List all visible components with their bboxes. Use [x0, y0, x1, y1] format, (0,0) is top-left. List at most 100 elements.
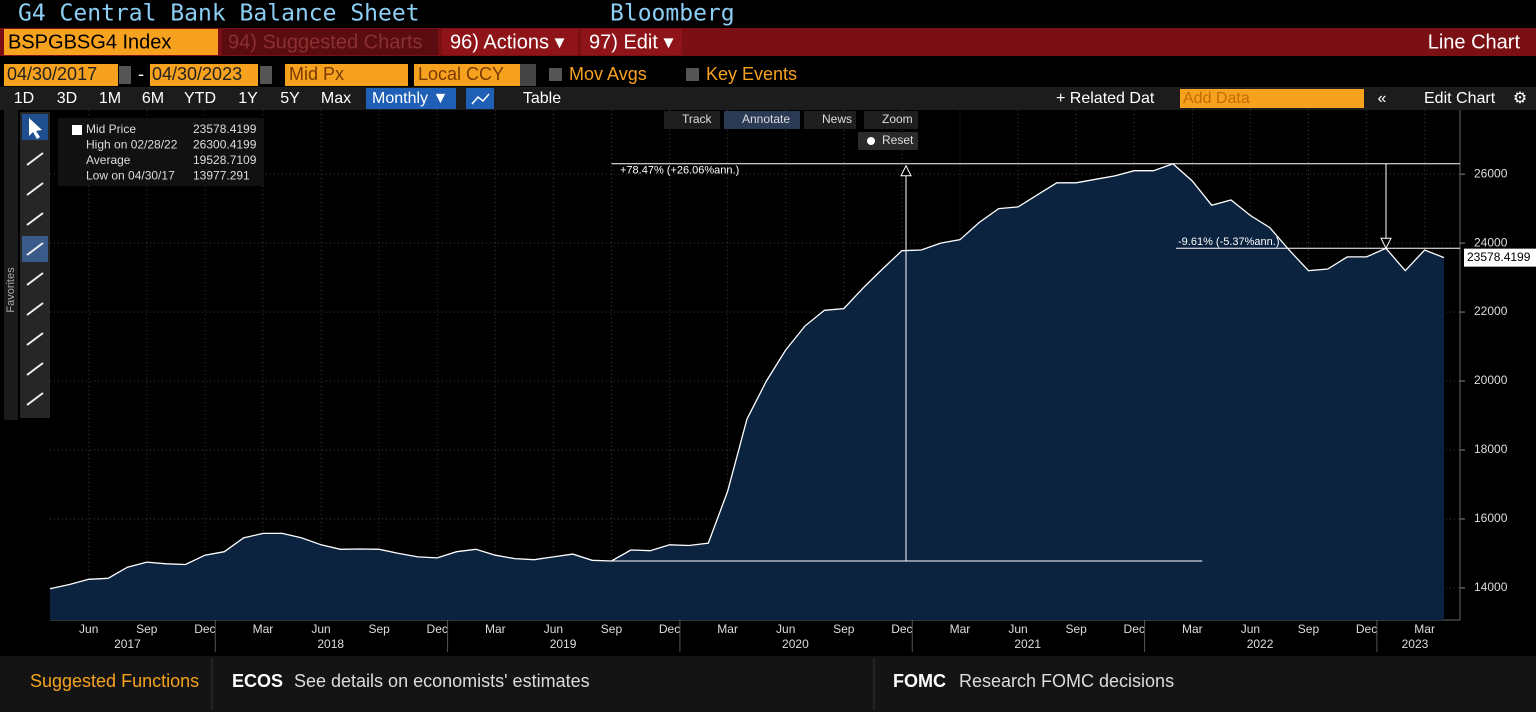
tool-glyph: [26, 212, 44, 226]
annotation-label: +78.47% (+26.06%ann.): [620, 165, 739, 177]
legend-value: 19528.7109: [193, 153, 257, 167]
y-tick-label: 22000: [1474, 304, 1508, 318]
add-data-box[interactable]: [1180, 89, 1364, 108]
period-button[interactable]: 3D: [57, 90, 77, 107]
frequency-box[interactable]: [366, 88, 456, 109]
function-code[interactable]: FOMC: [893, 671, 946, 691]
chart-tool-label[interactable]: Zoom: [882, 112, 913, 126]
settings[interactable]: ⚙: [1513, 90, 1527, 107]
tool-glyph: [26, 152, 44, 166]
tool-glyph: [26, 392, 44, 406]
last-price: 23578.4199: [1467, 250, 1531, 264]
end-date[interactable]: 04/30/2023: [152, 64, 242, 84]
checkbox[interactable]: [549, 68, 562, 81]
actions[interactable]: 96) Actions ▾: [450, 31, 565, 53]
period-button[interactable]: 1Y: [238, 90, 258, 107]
last-price-box: [1464, 248, 1536, 267]
year-label: 2021: [1014, 637, 1041, 651]
x-tick-label: Sep: [833, 622, 855, 636]
x-tick-label: Sep: [368, 622, 390, 636]
mov-avgs[interactable]: Mov Avgs: [569, 64, 647, 84]
period-button[interactable]: 5Y: [280, 90, 300, 107]
period-button[interactable]: Max: [321, 90, 351, 107]
calendar-icon[interactable]: [119, 66, 131, 84]
period-button[interactable]: 1D: [14, 90, 34, 107]
x-tick-label: Jun: [1008, 622, 1027, 636]
ticker-box[interactable]: [4, 29, 218, 55]
tool-glyph: [26, 182, 44, 196]
edit[interactable]: 97) Edit ▾: [589, 31, 674, 53]
reset-button[interactable]: [858, 132, 918, 150]
suggested-charts[interactable]: 94) Suggested Charts: [228, 31, 423, 53]
x-tick-label: Sep: [1065, 622, 1087, 636]
suggested-box[interactable]: [222, 29, 438, 55]
start-date[interactable]: 04/30/2017: [7, 64, 97, 84]
frequency[interactable]: Monthly ▼: [372, 90, 448, 107]
related-data[interactable]: + Related Dat: [1056, 90, 1155, 107]
favorites-strip[interactable]: [4, 110, 18, 420]
suggested-functions: Suggested Functions: [30, 671, 199, 691]
chart-tool[interactable]: [664, 111, 720, 129]
currency-box[interactable]: [414, 64, 520, 86]
legend-box: [58, 118, 264, 186]
period-button[interactable]: 6M: [142, 90, 164, 107]
y-tick-label: 16000: [1474, 511, 1508, 525]
price-box[interactable]: [285, 64, 408, 86]
year-label: 2017: [114, 637, 141, 651]
y-tick-label: 24000: [1474, 235, 1508, 249]
legend-label: Average: [86, 153, 131, 167]
reset-label[interactable]: Reset: [882, 133, 914, 147]
period-button[interactable]: 1M: [99, 90, 121, 107]
chart-tool[interactable]: [804, 111, 856, 129]
year-label: 2022: [1247, 637, 1274, 651]
year-label: 2018: [317, 637, 344, 651]
checkbox[interactable]: [686, 68, 699, 81]
table-button[interactable]: Table: [523, 90, 561, 107]
x-tick-label: Mar: [1182, 622, 1203, 636]
chart-tool-label[interactable]: News: [822, 112, 852, 126]
x-tick-label: Dec: [891, 622, 912, 636]
date-separator: -: [138, 64, 144, 84]
year-label: 2020: [782, 637, 809, 651]
function-text[interactable]: Research FOMC decisions: [959, 671, 1174, 691]
key-events[interactable]: Key Events: [706, 64, 797, 84]
collapse-button[interactable]: «: [1378, 90, 1387, 107]
favorites-label[interactable]: Favorites: [5, 267, 17, 313]
legend-swatch: [72, 125, 82, 135]
chart-icon: [471, 93, 490, 105]
pointer-icon: [29, 118, 42, 139]
end-date-box[interactable]: [150, 64, 258, 86]
year-label: 2023: [1402, 637, 1429, 651]
chart-tool[interactable]: [864, 111, 918, 129]
edit-chart[interactable]: Edit Chart: [1424, 90, 1496, 107]
y-tick-label: 18000: [1474, 442, 1508, 456]
add-data[interactable]: Add Data: [1183, 90, 1250, 107]
chart-tool-label[interactable]: Track: [682, 112, 713, 126]
x-tick-label: Mar: [1414, 622, 1435, 636]
y-tick-label: 14000: [1474, 580, 1508, 594]
arrow-head: [1380, 237, 1392, 250]
y-tick-label: 20000: [1474, 373, 1508, 387]
function-text[interactable]: See details on economists' estimates: [294, 671, 590, 691]
actions-box[interactable]: [442, 29, 578, 55]
price-field[interactable]: Mid Px: [289, 64, 344, 84]
x-tick-label: Sep: [1298, 622, 1320, 636]
legend-label: High on 02/28/22: [86, 138, 178, 152]
function-code[interactable]: ECOS: [232, 671, 283, 691]
source: Bloomberg: [610, 1, 735, 27]
period-button[interactable]: YTD: [184, 90, 216, 107]
edit-box[interactable]: [581, 29, 682, 55]
tool-glyph: [26, 302, 44, 316]
x-tick-label: Mar: [950, 622, 971, 636]
start-date-box[interactable]: [4, 64, 118, 86]
currency-field[interactable]: Local CCY: [418, 64, 504, 84]
ticker[interactable]: BSPGBSG4 Index: [8, 31, 171, 53]
window-title: G4 Central Bank Balance Sheet: [18, 1, 420, 27]
calendar-icon[interactable]: [260, 66, 272, 84]
dropdown-arrow[interactable]: [520, 64, 536, 86]
chart-tool-label[interactable]: Annotate: [742, 112, 790, 126]
x-tick-label: Mar: [485, 622, 506, 636]
chart-tool[interactable]: [724, 111, 800, 129]
